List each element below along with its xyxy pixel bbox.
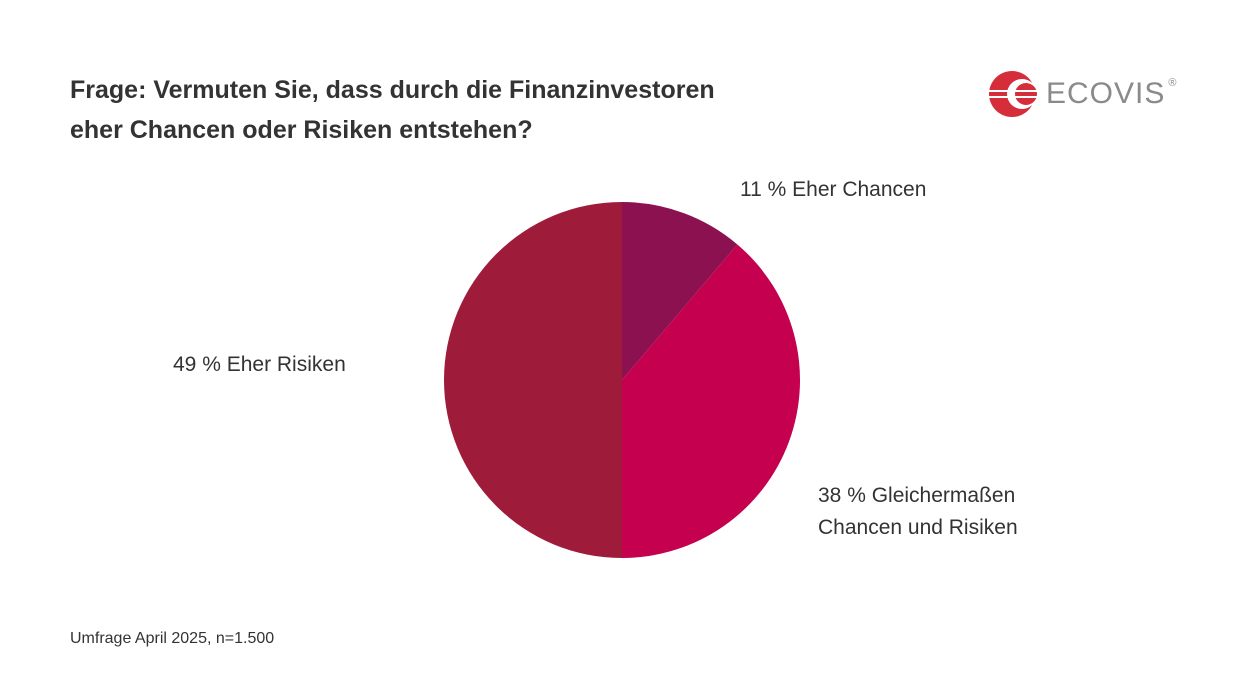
logo-text: ECOVIS [1046, 77, 1166, 110]
title-line-1: Frage: Vermuten Sie, dass durch die Fina… [70, 76, 715, 104]
pie-slice-1 [622, 244, 800, 558]
ecovis-logo: ECOVIS ® [988, 70, 1176, 118]
logo-mark-icon [988, 71, 1038, 117]
label-eher-chancen: 11 % Eher Chancen [740, 178, 927, 201]
pie-slice-2 [444, 202, 622, 558]
label-eher-risiken: 49 % Eher Risiken [173, 353, 346, 376]
label-gleichermassen: 38 % Gleichermaßen Chancen und Risiken [818, 480, 1018, 544]
title-line-2: eher Chancen oder Risiken entstehen? [70, 116, 533, 144]
logo-registered-mark: ® [1168, 77, 1177, 89]
footnote: Umfrage April 2025, n=1.500 [70, 630, 275, 647]
label-line: Chancen und Risiken [818, 516, 1018, 539]
pie-slice-0 [622, 202, 738, 380]
label-line: 38 % Gleichermaßen [818, 484, 1016, 507]
chart-title: Frage: Vermuten Sie, dass durch die Fina… [70, 70, 890, 150]
